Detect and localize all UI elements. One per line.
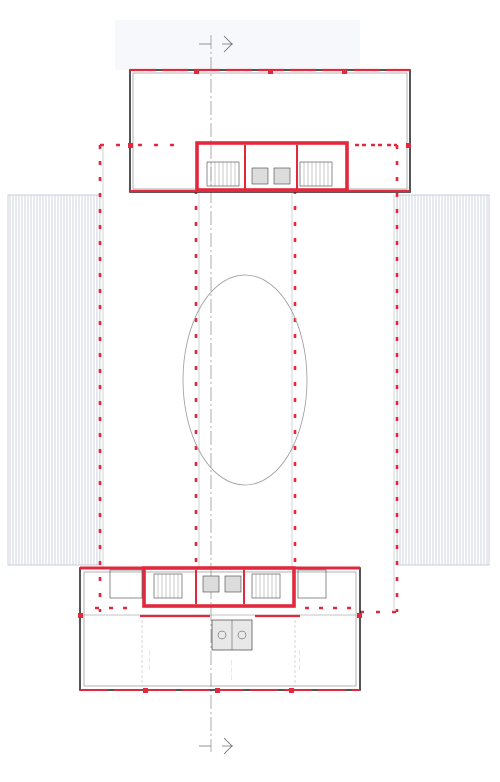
atrium-ellipse [182, 274, 308, 486]
svg-text:——— ——— ———: ——— ——— ——— [297, 650, 301, 670]
south-block: ——— ——— ——— ——— ——— ——— ——— ——— ——— [78, 566, 362, 693]
left-stand [7, 194, 101, 566]
svg-text:——— ——— ———: ——— ——— ——— [229, 660, 233, 680]
paper-shadow [115, 20, 360, 70]
hall-columns [98, 143, 399, 614]
north-block [128, 68, 411, 193]
right-stand [396, 194, 490, 566]
section-marker-bottom [199, 737, 233, 755]
section-marker-top [199, 35, 233, 53]
hall-thin-lines [102, 145, 395, 612]
svg-text:——— ——— ———: ——— ——— ——— [147, 650, 151, 670]
